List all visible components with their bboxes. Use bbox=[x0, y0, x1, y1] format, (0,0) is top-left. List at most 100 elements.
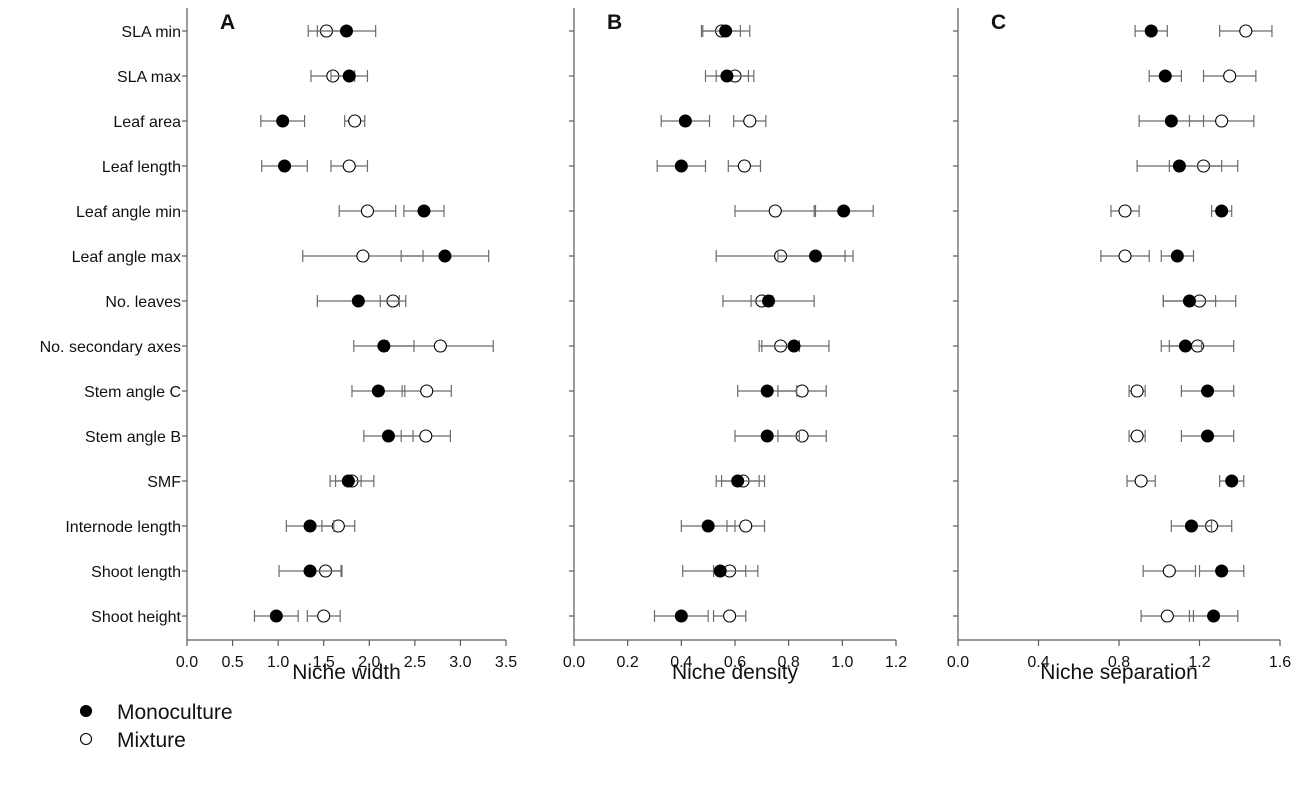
mixture-marker bbox=[1134, 474, 1148, 488]
monoculture-point-sla-min bbox=[1134, 24, 1168, 38]
monoculture-point-leaf-length bbox=[656, 159, 707, 173]
x-tick-label: 0.8 bbox=[778, 654, 800, 671]
mixture-marker bbox=[1130, 429, 1144, 443]
monoculture-point-sla-max bbox=[704, 69, 750, 83]
legend: Monoculture Mixture bbox=[79, 701, 233, 752]
row-label-shoot-length: Shoot length bbox=[91, 564, 181, 581]
monoculture-point-no-secondary-axes bbox=[353, 339, 415, 353]
panel-a: 0.0 0.5 1.0 1.5 2.0 2.5 3.0 3.5 Niche width A bbox=[176, 8, 517, 684]
mixture-marker bbox=[737, 159, 751, 173]
monoculture-marker bbox=[351, 294, 365, 308]
mixture-marker bbox=[317, 609, 331, 623]
monoculture-marker bbox=[303, 519, 317, 533]
legend-open-marker bbox=[79, 732, 93, 746]
row-label-shoot-height: Shoot height bbox=[91, 609, 181, 626]
monoculture-marker bbox=[762, 294, 776, 308]
x-tick-label: 0.4 bbox=[1027, 654, 1049, 671]
mixture-marker bbox=[1130, 384, 1144, 398]
mixture-marker bbox=[739, 519, 753, 533]
monoculture-point-smf bbox=[715, 474, 760, 488]
monoculture-marker bbox=[1215, 204, 1229, 218]
monoculture-marker bbox=[787, 339, 801, 353]
x-tick-label: 3.5 bbox=[495, 654, 517, 671]
mixture-point-leaf-angle-min bbox=[338, 204, 397, 218]
monoculture-point-leaf-length bbox=[261, 159, 308, 173]
mixture-marker bbox=[743, 114, 757, 128]
row-label-leaf-angle-max: Leaf angle max bbox=[72, 249, 181, 266]
monoculture-point-stem-angle-b bbox=[1180, 429, 1235, 443]
monoculture-point-leaf-length bbox=[1136, 159, 1223, 173]
monoculture-marker bbox=[381, 429, 395, 443]
mixture-point-leaf-length bbox=[727, 159, 762, 173]
x-tick-label: 0.0 bbox=[176, 654, 198, 671]
panel-c: 0.0 0.4 0.8 1.2 1.6 Niche separation C bbox=[947, 8, 1291, 684]
monoculture-point-no-secondary-axes bbox=[758, 339, 830, 353]
monoculture-marker bbox=[701, 519, 715, 533]
monoculture-marker bbox=[417, 204, 431, 218]
x-tick-label: 0.8 bbox=[1108, 654, 1130, 671]
monoculture-marker bbox=[1170, 249, 1184, 263]
mixture-point-shoot-height bbox=[306, 609, 341, 623]
mixture-marker bbox=[1118, 204, 1132, 218]
row-label-leaf-area: Leaf area bbox=[113, 114, 181, 131]
mixture-marker bbox=[795, 384, 809, 398]
monoculture-marker bbox=[1164, 114, 1178, 128]
monoculture-point-shoot-length bbox=[1198, 564, 1245, 578]
x-tick-label: 2.0 bbox=[358, 654, 380, 671]
monoculture-point-leaf-area bbox=[1138, 114, 1205, 128]
monoculture-marker bbox=[377, 339, 391, 353]
monoculture-marker bbox=[837, 204, 851, 218]
mixture-point-leaf-angle-min bbox=[734, 204, 817, 218]
row-label-leaf-length: Leaf length bbox=[102, 159, 181, 176]
legend-filled-marker bbox=[79, 704, 93, 718]
monoculture-marker bbox=[1201, 429, 1215, 443]
mixture-marker bbox=[433, 339, 447, 353]
x-tick-label: 1.2 bbox=[1188, 654, 1210, 671]
monoculture-point-sla-max bbox=[1148, 69, 1182, 83]
mixture-point-sla-max bbox=[1202, 69, 1257, 83]
monoculture-marker bbox=[760, 429, 774, 443]
mixture-marker bbox=[1118, 249, 1132, 263]
monoculture-marker bbox=[678, 114, 692, 128]
monoculture-point-leaf-angle-min bbox=[1210, 204, 1233, 218]
monoculture-marker bbox=[1215, 564, 1229, 578]
monoculture-point-leaf-area bbox=[660, 114, 711, 128]
mixture-point-leaf-angle-min bbox=[1110, 204, 1140, 218]
monoculture-marker bbox=[1225, 474, 1239, 488]
monoculture-marker bbox=[1182, 294, 1196, 308]
row-label-sla-min: SLA min bbox=[121, 24, 181, 41]
monoculture-marker bbox=[341, 474, 355, 488]
mixture-marker bbox=[420, 384, 434, 398]
mixture-marker bbox=[1239, 24, 1253, 38]
mixture-marker bbox=[348, 114, 362, 128]
mixture-marker bbox=[356, 249, 370, 263]
monoculture-point-stem-angle-c bbox=[737, 384, 798, 398]
monoculture-point-sla-max bbox=[330, 69, 369, 83]
mixture-point-shoot-height bbox=[712, 609, 747, 623]
monoculture-point-sla-min bbox=[700, 24, 751, 38]
row-label-sla-max: SLA max bbox=[117, 69, 181, 86]
mixture-point-internode-length bbox=[321, 519, 356, 533]
mixture-marker bbox=[419, 429, 433, 443]
monoculture-point-smf bbox=[334, 474, 362, 488]
monoculture-point-no-secondary-axes bbox=[1168, 339, 1203, 353]
x-tick-label: 0.2 bbox=[617, 654, 639, 671]
monoculture-point-leaf-angle-max bbox=[1160, 249, 1195, 263]
monoculture-marker bbox=[809, 249, 822, 263]
x-tick-label: 1.6 bbox=[1269, 654, 1291, 671]
monoculture-point-no-leaves bbox=[722, 294, 815, 308]
monoculture-marker bbox=[340, 24, 353, 38]
x-tick-label: 0.5 bbox=[221, 654, 243, 671]
mixture-marker bbox=[1162, 564, 1176, 578]
x-tick-label: 1.0 bbox=[831, 654, 853, 671]
monoculture-point-leaf-angle-min bbox=[403, 204, 445, 218]
monoculture-marker bbox=[371, 384, 385, 398]
x-tick-label: 0.4 bbox=[670, 654, 692, 671]
monoculture-marker bbox=[1207, 609, 1221, 623]
panel-letter: C bbox=[991, 11, 1006, 34]
monoculture-point-leaf-angle-max bbox=[777, 249, 854, 263]
x-tick-label: 2.5 bbox=[404, 654, 426, 671]
monoculture-point-no-leaves bbox=[1162, 294, 1217, 308]
mixture-marker bbox=[1215, 114, 1229, 128]
